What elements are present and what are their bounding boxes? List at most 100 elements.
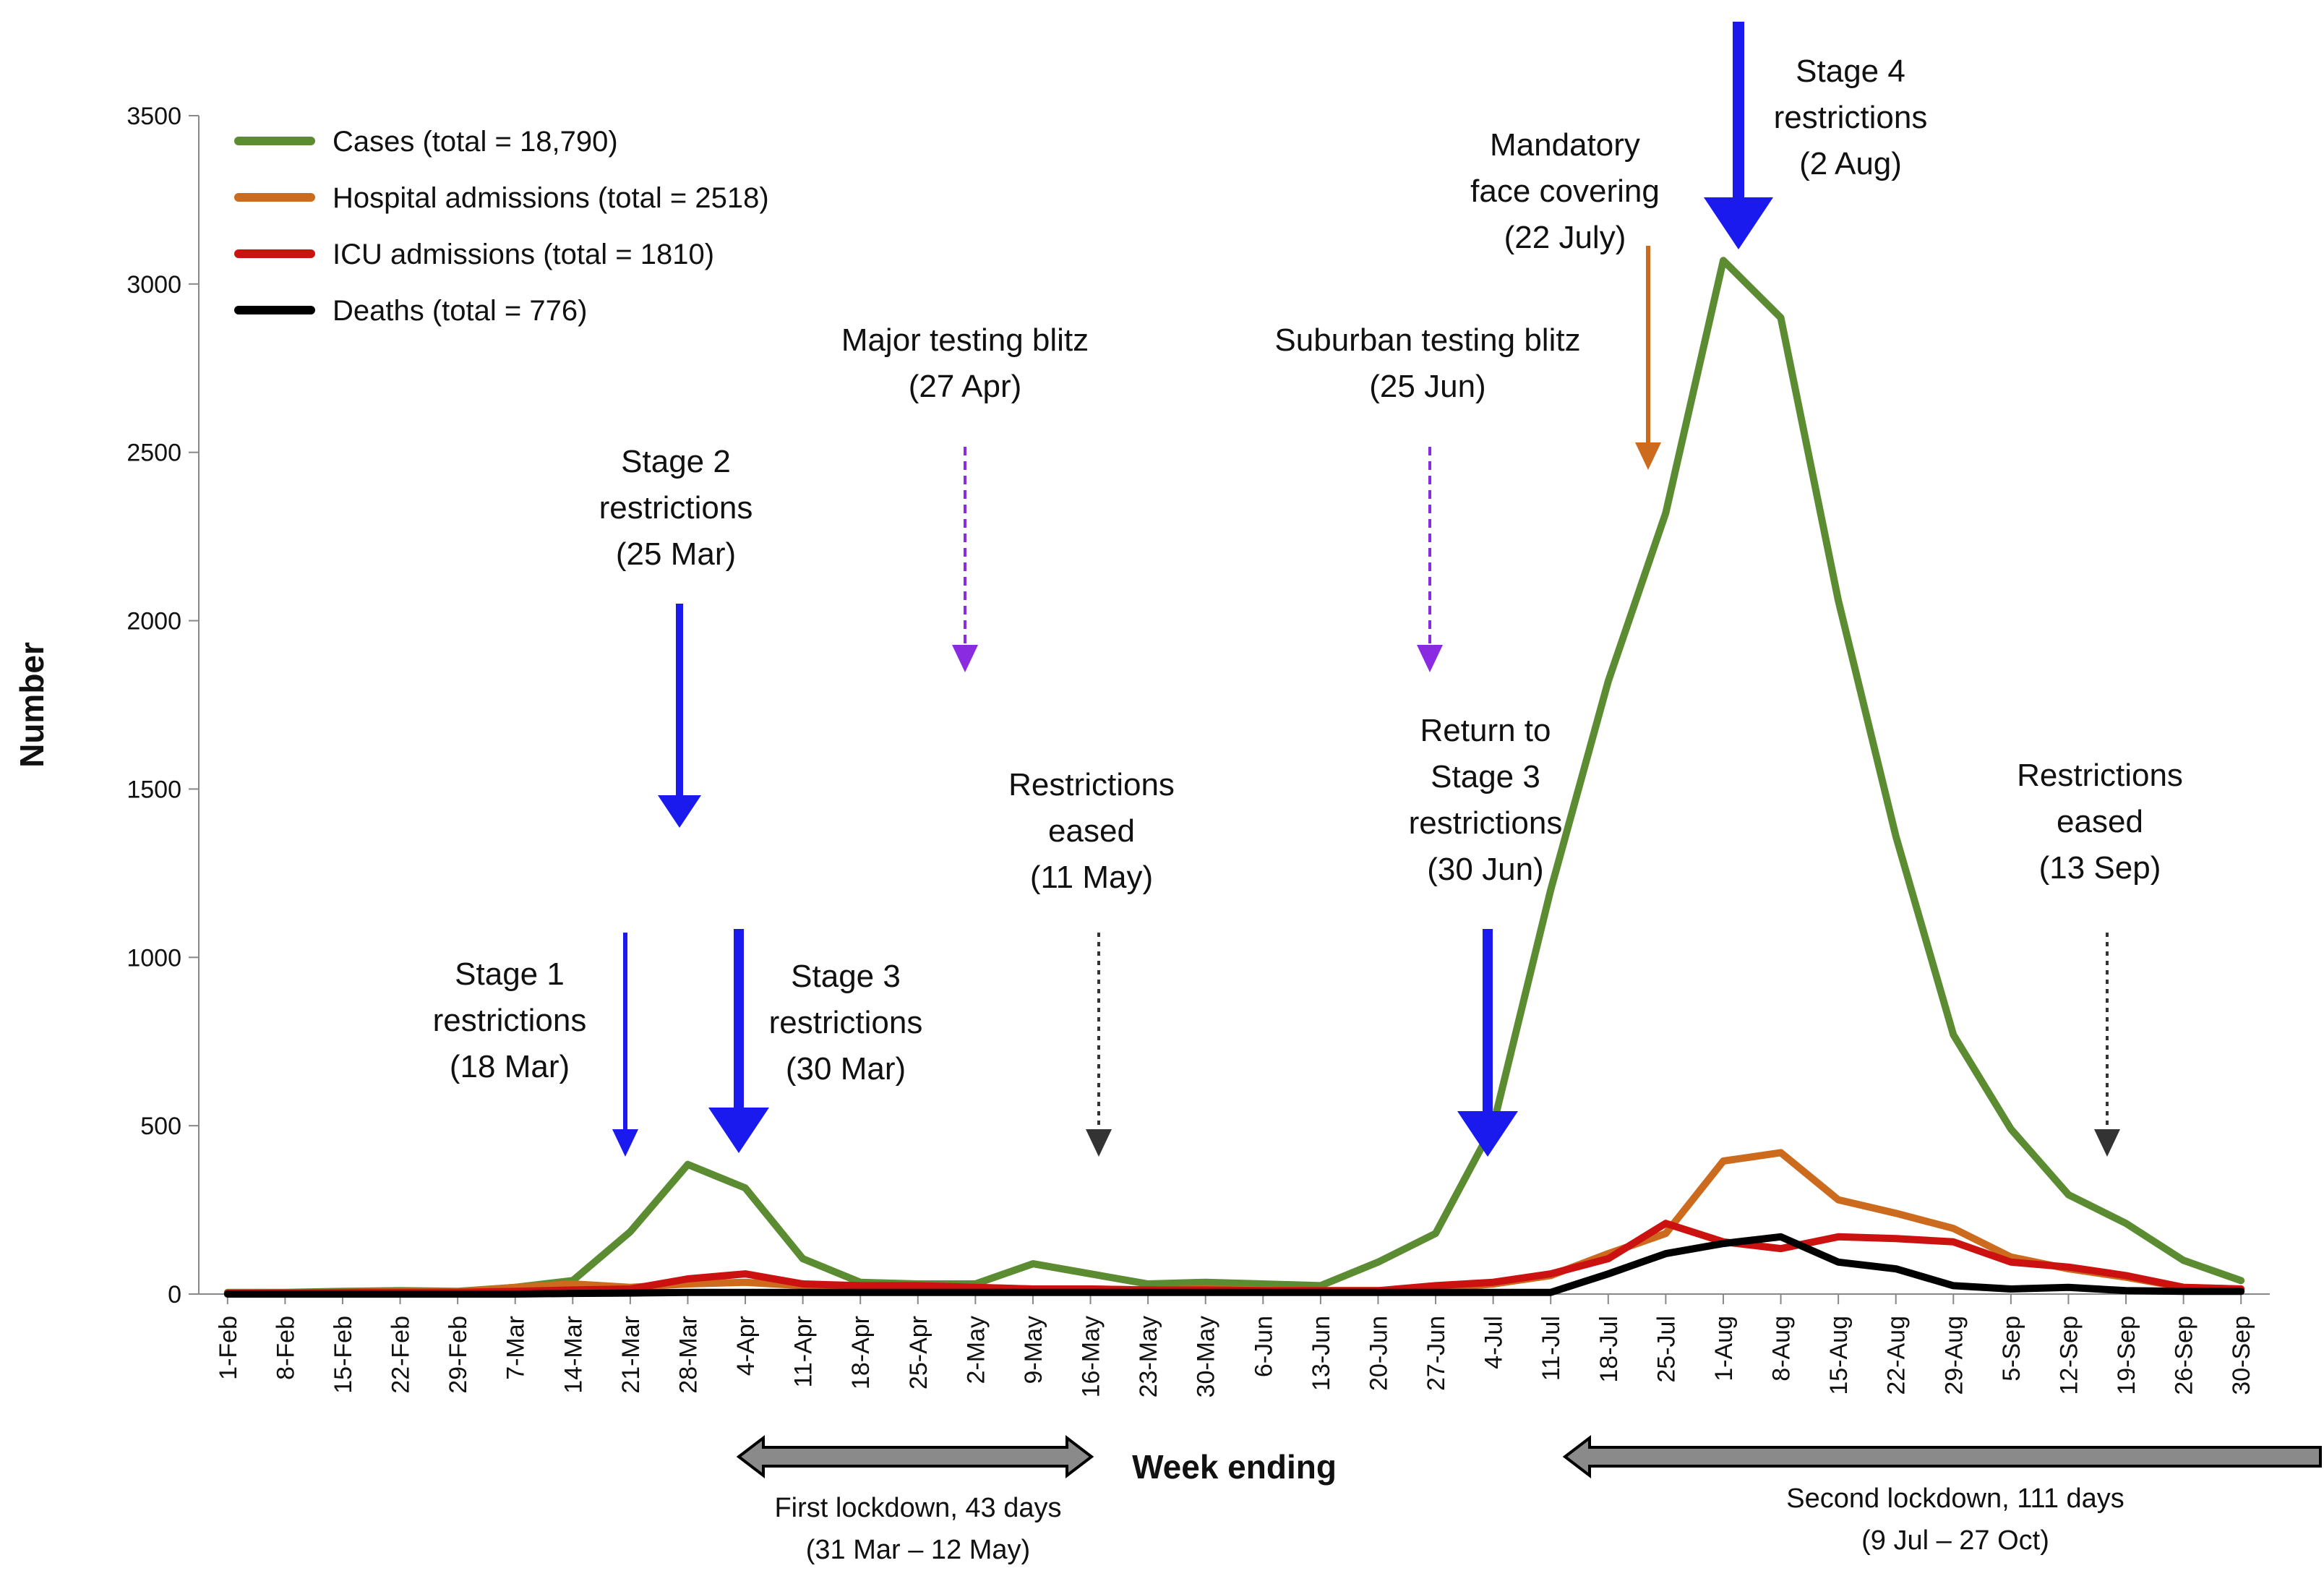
annotation-stage3b-text: Return to — [1420, 713, 1551, 748]
x-tick-label: 14-Mar — [559, 1316, 587, 1394]
annotation-mask-text: (22 July) — [1504, 220, 1626, 255]
x-tick-label: 12-Sep — [2055, 1316, 2083, 1395]
x-tick-label: 28-Mar — [674, 1316, 702, 1394]
x-tick-label: 22-Aug — [1883, 1316, 1911, 1395]
x-tick-label: 2-May — [962, 1316, 990, 1384]
annotation-stage3b-text: Stage 3 — [1431, 759, 1540, 795]
annotation-eased2-arrow-head — [2094, 1129, 2120, 1157]
x-tick-label: 16-May — [1078, 1316, 1105, 1397]
annotation-stage3-arrow-head — [708, 1108, 769, 1153]
axes-layer: 0 500 1000 1500 2000 2500 3000 3500 1-Feb 8-Feb 15… — [13, 103, 2270, 1486]
annotation-testing1-text: Major testing blitz — [841, 322, 1089, 358]
legend-label: ICU admissions (total = 1810) — [333, 239, 714, 270]
x-tick-label: 9-May — [1020, 1316, 1047, 1384]
legend-label: Deaths (total = 776) — [333, 295, 587, 327]
y-tick-label: 3000 — [127, 271, 181, 299]
annotation-mask-arrow-head — [1635, 442, 1661, 470]
lockdown2-arrow — [1562, 1434, 2322, 1479]
annotation-stage3b-text: (30 Jun) — [1427, 852, 1543, 887]
x-tick-label: 15-Feb — [330, 1316, 357, 1394]
annotation-stage4-text: (2 Aug) — [1799, 146, 1902, 181]
x-tick-label: 18-Jul — [1595, 1316, 1623, 1383]
lockdown2-text: Second lockdown, 111 days — [1786, 1483, 2124, 1514]
annotation-eased2-text: Restrictions — [2017, 758, 2183, 793]
annotation-mask-text: face covering — [1470, 174, 1660, 209]
annotation-stage1-arrow-head — [612, 1129, 638, 1157]
legend: Cases (total = 18,790) Hospital admission… — [234, 126, 769, 327]
annotation-stage3-text: restrictions — [769, 1005, 923, 1040]
annotation-stage2-text: Stage 2 — [621, 444, 731, 479]
x-tick-label: 4-Jul — [1480, 1316, 1508, 1369]
x-tick-label: 27-Jun — [1423, 1316, 1450, 1391]
x-tick-label: 25-Jul — [1652, 1316, 1680, 1383]
x-tick-label: 4-Apr — [732, 1316, 760, 1376]
x-tick-label: 29-Feb — [445, 1316, 472, 1394]
lockdown1-arrow — [736, 1434, 1094, 1479]
annotation-eased2-text: eased — [2057, 804, 2143, 839]
x-tick-label: 21-Mar — [617, 1316, 645, 1394]
series-layer — [223, 257, 2245, 1298]
annotation-stage3-text: Stage 3 — [791, 959, 901, 994]
annotation-testing2-text: (25 Jun) — [1369, 369, 1485, 404]
x-tick-label: 26-Sep — [2171, 1316, 2198, 1395]
annotation-stage4-text: restrictions — [1774, 100, 1928, 135]
series-line-0 — [223, 257, 2245, 1296]
x-tick-label: 20-Jun — [1365, 1316, 1392, 1391]
annotation-stage1-text: Stage 1 — [455, 956, 565, 992]
x-tick-label: 23-May — [1135, 1316, 1162, 1397]
x-tick-label: 6-Jun — [1250, 1316, 1277, 1377]
y-tick-label: 1500 — [127, 776, 181, 803]
x-tick-label: 7-Mar — [502, 1316, 530, 1380]
annotation-stage2-text: restrictions — [599, 490, 753, 526]
x-tick-label: 22-Feb — [387, 1316, 415, 1394]
lockdown1-text: First lockdown, 43 days — [774, 1493, 1061, 1523]
annotations-layer: Stage 1 restrictions (18 Mar) Stage 2 restri… — [433, 22, 2183, 1157]
x-tick-label: 13-Jun — [1308, 1316, 1335, 1391]
series-line-3 — [223, 1233, 2245, 1298]
annotation-stage2-text: (25 Mar) — [616, 536, 736, 572]
legend-label: Cases (total = 18,790) — [333, 126, 618, 158]
x-tick-label: 30-May — [1193, 1316, 1220, 1397]
x-tick-label: 5-Sep — [1998, 1316, 2025, 1382]
series-line-1 — [223, 1149, 2245, 1298]
x-tick-label: 30-Sep — [2228, 1316, 2255, 1395]
annotation-eased1-text: eased — [1048, 813, 1135, 849]
x-axis-title: Week ending — [1132, 1448, 1337, 1486]
x-tick-label: 25-Apr — [905, 1316, 932, 1389]
y-tick-label: 500 — [140, 1113, 181, 1140]
annotation-stage3b-arrow-head — [1457, 1111, 1518, 1157]
x-tick-label: 15-Aug — [1825, 1316, 1853, 1395]
annotation-stage2-arrow-head — [658, 795, 701, 828]
annotation-testing2-arrow-head — [1417, 645, 1443, 672]
x-tick-label: 8-Feb — [272, 1316, 299, 1380]
y-tick-label: 3500 — [127, 103, 181, 130]
legend-label: Hospital admissions (total = 2518) — [333, 182, 769, 214]
x-tick-label: 1-Aug — [1710, 1316, 1738, 1382]
x-tick-label: 11-Apr — [790, 1316, 818, 1388]
annotation-eased2-text: (13 Sep) — [2039, 850, 2161, 886]
y-tick-label: 1000 — [127, 944, 181, 972]
x-tick-label: 19-Sep — [2113, 1316, 2140, 1395]
annotation-eased1-text: Restrictions — [1008, 767, 1175, 802]
x-tick-label: 29-Aug — [1940, 1316, 1968, 1395]
annotation-eased1-text: (11 May) — [1030, 860, 1153, 895]
y-tick-label: 2000 — [127, 608, 181, 635]
annotation-eased1-arrow-head — [1086, 1129, 1112, 1157]
x-tick-label: 11-Jul — [1538, 1316, 1565, 1381]
y-axis-title: Number — [13, 642, 51, 768]
y-tick-label: 2500 — [127, 440, 181, 467]
lockdown1-text: (31 Mar – 12 May) — [806, 1535, 1030, 1565]
annotation-stage4-arrow-head — [1704, 197, 1773, 249]
annotation-stage3-text: (30 Mar) — [786, 1051, 906, 1087]
y-tick-label: 0 — [168, 1281, 181, 1309]
annotation-testing1-text: (27 Apr) — [909, 369, 1022, 404]
annotation-stage1-text: restrictions — [433, 1003, 587, 1038]
lockdowns-layer: First lockdown, 43 days (31 Mar – 12 May)… — [736, 1434, 2322, 1565]
x-tick-label: 8-Aug — [1768, 1316, 1796, 1382]
annotation-stage4-text: Stage 4 — [1796, 53, 1905, 89]
annotation-stage1-text: (18 Mar) — [450, 1049, 570, 1084]
lockdown2-text: (9 Jul – 27 Oct) — [1861, 1525, 2049, 1556]
x-tick-label: 18-Apr — [847, 1316, 875, 1389]
annotation-stage3b-text: restrictions — [1409, 805, 1563, 841]
